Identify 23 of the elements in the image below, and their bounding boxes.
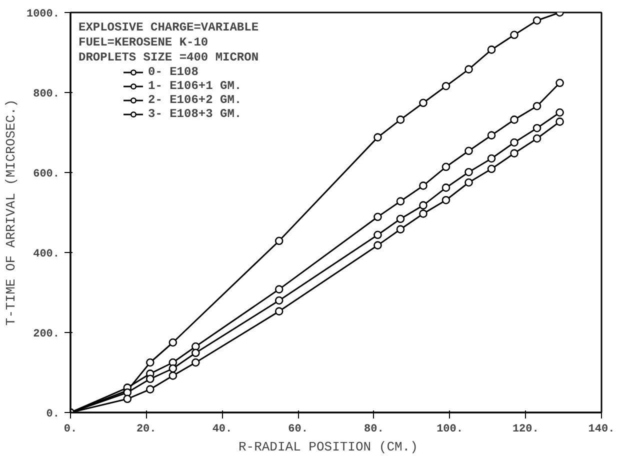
x-tick-label: 20. [136,424,156,436]
y-tick-label: 1000. [26,8,60,20]
legend-label: 3- E108+3 GM. [148,107,242,121]
x-tick-label: 120. [512,424,539,436]
x-tick-label: 0. [64,424,78,436]
x-tick-label: 40. [212,424,232,436]
x-tick-label: 80. [364,424,384,436]
annotation: FUEL=KEROSENE K-10 [78,36,208,50]
legend-label: 0- E108 [148,65,198,79]
x-tick-label: 60. [288,424,308,436]
y-tick-label: 200. [33,328,60,340]
y-tick-label: 800. [33,88,60,100]
y-axis-title: T-TIME OF ARRIVAL (MICROSEC.) [3,99,18,326]
x-axis-title: R-RADIAL POSITION (CM.) [238,440,418,454]
x-tick-label: 100. [436,424,463,436]
y-tick-label: 400. [33,248,60,260]
y-tick-label: 600. [33,168,60,180]
legend-label: 2- E106+2 GM. [148,93,242,107]
annotation: DROPLETS SIZE =400 MICRON [78,50,259,64]
annotation: EXPLOSIVE CHARGE=VARIABLE [78,20,259,34]
legend-label: 1- E106+1 GM. [148,79,242,93]
x-tick-label: 140. [588,424,615,436]
y-tick-label: 0. [46,408,60,420]
